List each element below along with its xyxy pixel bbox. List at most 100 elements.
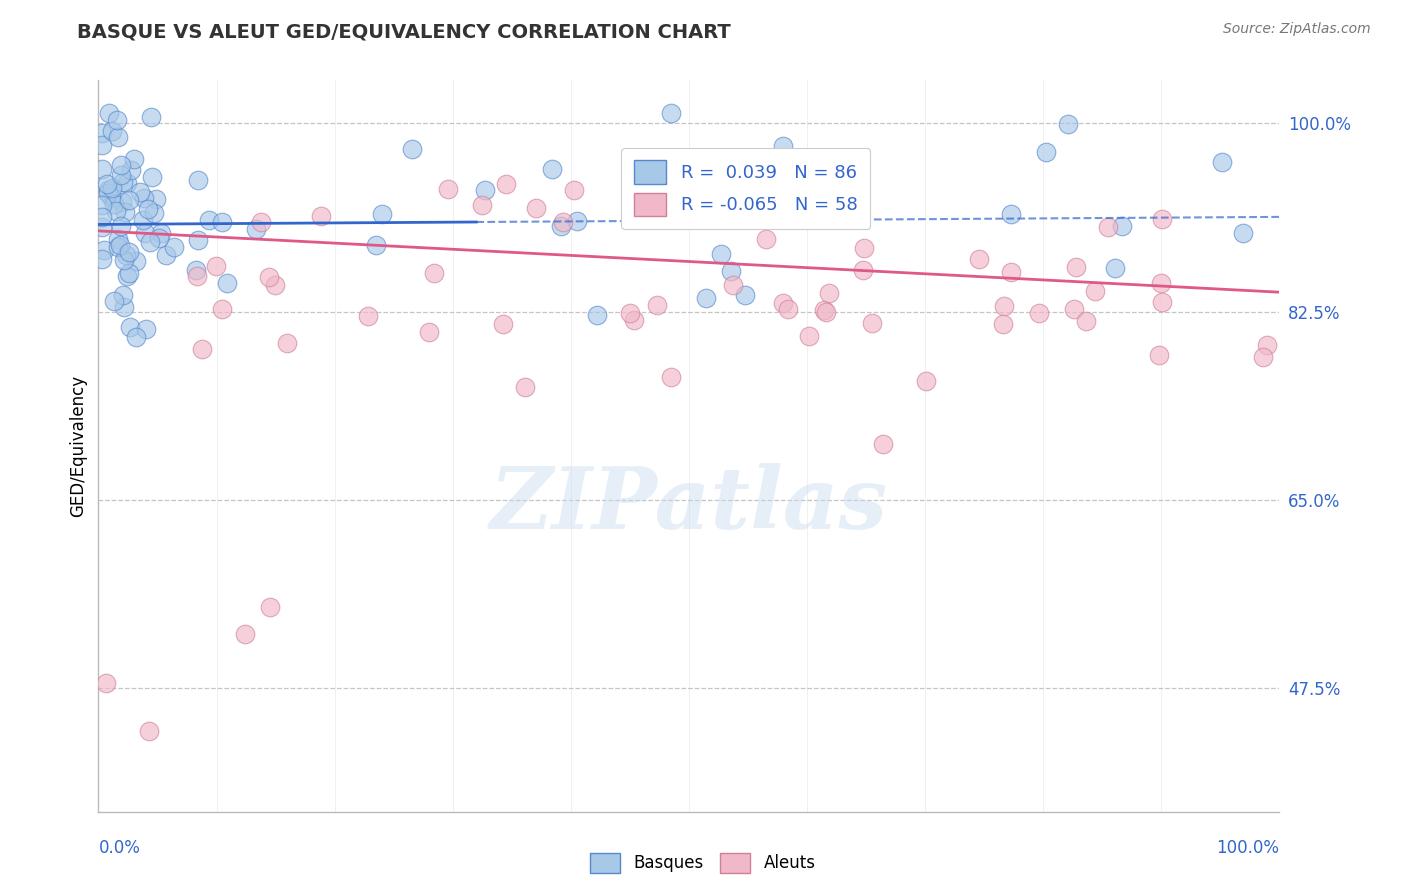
- Point: [96, 178, 118, 192]
- Point: [110, 158, 132, 172]
- Point: [124, 330, 146, 344]
- Point: [245, 222, 267, 236]
- Point: [129, 185, 152, 199]
- Point: [112, 287, 135, 301]
- Point: [720, 264, 742, 278]
- Point: [141, 170, 163, 185]
- Point: [474, 183, 496, 197]
- Point: [1097, 219, 1119, 234]
- Point: [155, 248, 177, 262]
- Point: [91, 252, 114, 266]
- Point: [139, 111, 162, 125]
- Point: [98, 105, 121, 120]
- Point: [112, 175, 135, 189]
- Point: [423, 266, 446, 280]
- Point: [755, 232, 778, 246]
- Legend: R =  0.039   N = 86, R = -0.065   N = 58: R = 0.039 N = 86, R = -0.065 N = 58: [621, 148, 870, 228]
- Point: [134, 191, 156, 205]
- Point: [797, 328, 820, 343]
- Point: [118, 266, 141, 280]
- Point: [135, 322, 157, 336]
- Point: [205, 259, 228, 273]
- Point: [1150, 276, 1173, 290]
- Point: [1152, 295, 1174, 310]
- Point: [659, 370, 682, 384]
- Point: [136, 202, 159, 216]
- Point: [115, 248, 138, 262]
- Point: [619, 306, 641, 320]
- Point: [115, 176, 138, 190]
- Point: [1000, 207, 1022, 221]
- Point: [97, 182, 120, 196]
- Point: [131, 212, 153, 227]
- Point: [162, 240, 184, 254]
- Point: [97, 186, 120, 201]
- Point: [567, 213, 589, 227]
- Point: [1111, 219, 1133, 233]
- Point: [524, 201, 547, 215]
- Point: [115, 269, 138, 284]
- Point: [852, 241, 875, 255]
- Point: [852, 262, 875, 277]
- Point: [366, 238, 388, 252]
- Point: [107, 130, 129, 145]
- Point: [586, 308, 609, 322]
- Point: [257, 270, 280, 285]
- Point: [993, 299, 1015, 313]
- Point: [91, 198, 114, 212]
- Point: [969, 252, 991, 266]
- Point: [815, 305, 838, 319]
- Point: [418, 325, 440, 339]
- Point: [143, 206, 166, 220]
- Point: [111, 194, 134, 209]
- Point: [94, 675, 117, 690]
- Text: 100.0%: 100.0%: [1216, 838, 1279, 856]
- Point: [1147, 348, 1170, 362]
- Point: [1063, 302, 1085, 317]
- Point: [110, 237, 132, 252]
- Point: [550, 219, 572, 233]
- Point: [436, 181, 458, 195]
- Point: [1084, 284, 1107, 298]
- Point: [562, 183, 585, 197]
- Point: [541, 161, 564, 176]
- Point: [138, 724, 160, 739]
- Point: [695, 291, 717, 305]
- Point: [1000, 265, 1022, 279]
- Point: [91, 210, 114, 224]
- Point: [710, 247, 733, 261]
- Point: [259, 600, 281, 615]
- Point: [1256, 338, 1278, 352]
- Point: [103, 293, 125, 308]
- Point: [665, 151, 688, 165]
- Point: [125, 254, 148, 268]
- Point: [776, 302, 799, 317]
- Point: [145, 192, 167, 206]
- Point: [1152, 211, 1174, 226]
- Point: [1104, 261, 1126, 276]
- Point: [276, 336, 298, 351]
- Point: [371, 207, 394, 221]
- Point: [191, 342, 214, 356]
- Point: [91, 126, 114, 140]
- Point: [107, 240, 129, 254]
- Point: [110, 169, 132, 183]
- Point: [1064, 260, 1087, 274]
- Y-axis label: GED/Equivalency: GED/Equivalency: [69, 375, 87, 517]
- Point: [91, 162, 114, 177]
- Point: [215, 276, 238, 290]
- Point: [187, 173, 209, 187]
- Point: [264, 277, 287, 292]
- Point: [91, 138, 114, 153]
- Point: [148, 230, 170, 244]
- Text: BASQUE VS ALEUT GED/EQUIVALENCY CORRELATION CHART: BASQUE VS ALEUT GED/EQUIVALENCY CORRELAT…: [77, 22, 731, 41]
- Point: [110, 219, 132, 234]
- Point: [813, 303, 835, 318]
- Point: [134, 226, 156, 240]
- Point: [623, 313, 645, 327]
- Point: [1035, 145, 1057, 159]
- Text: 0.0%: 0.0%: [98, 838, 141, 856]
- Point: [991, 318, 1014, 332]
- Point: [120, 319, 142, 334]
- Point: [1251, 350, 1274, 364]
